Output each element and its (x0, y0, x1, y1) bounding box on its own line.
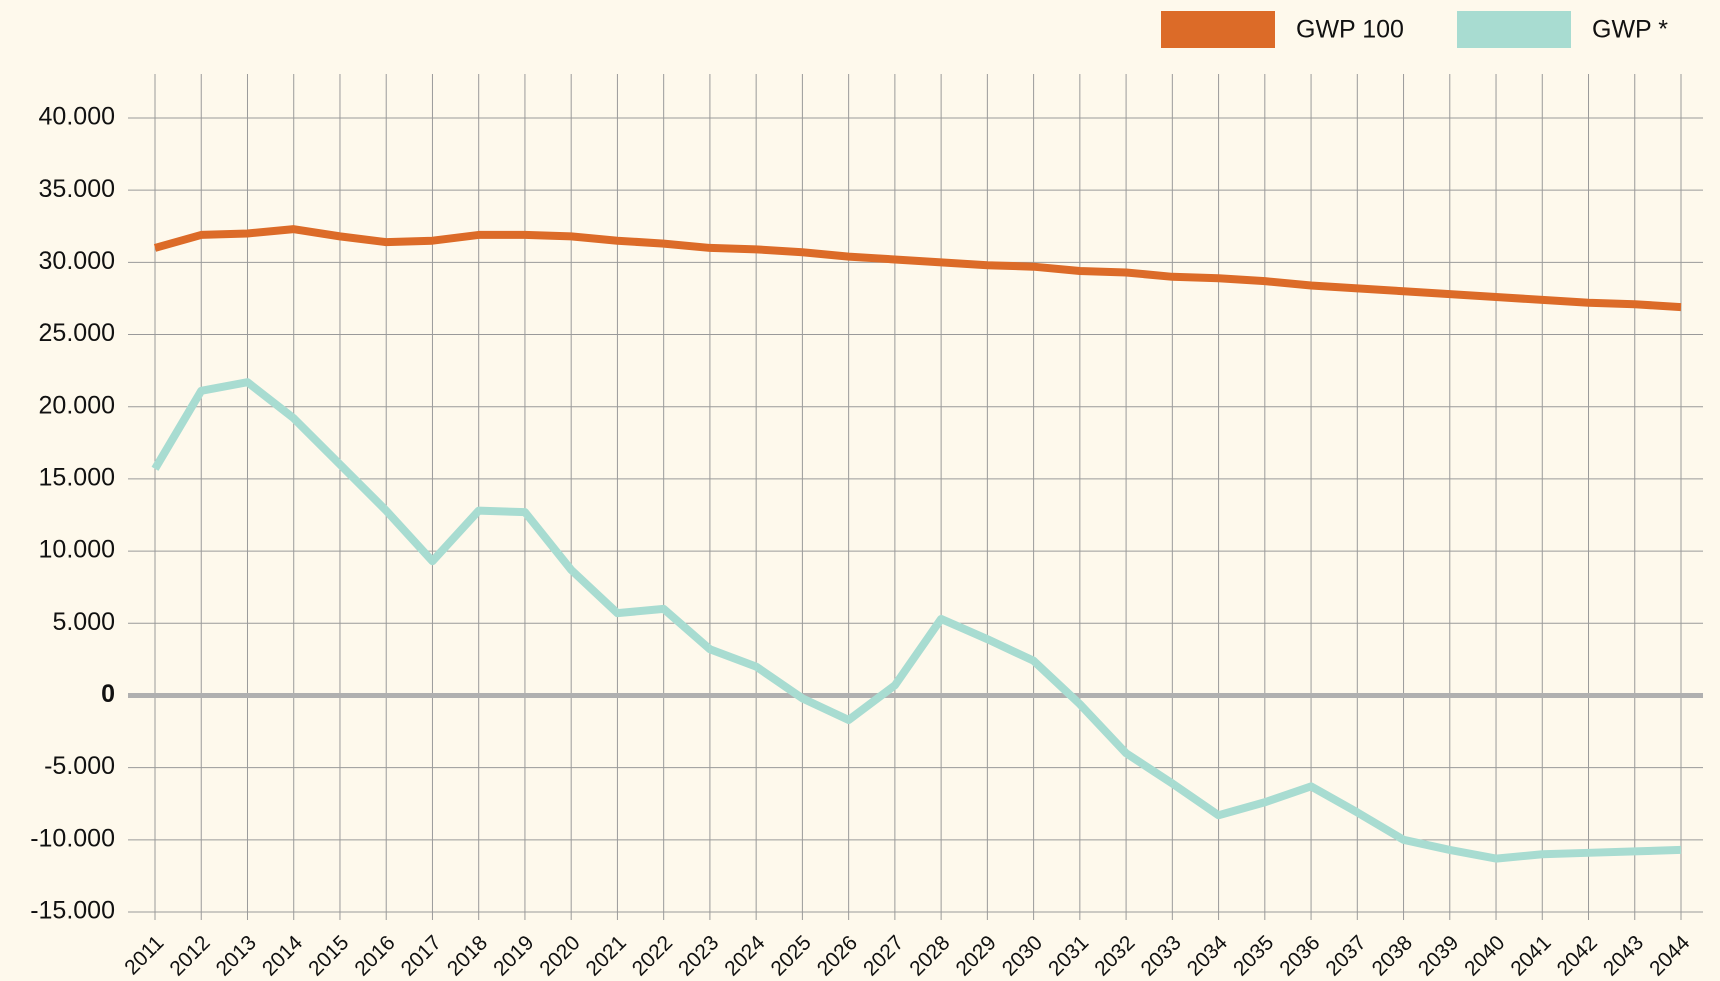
x-tick-label: 2036 (1275, 931, 1324, 980)
y-tick-label: 0 (101, 680, 115, 708)
x-tick-label: 2018 (443, 931, 492, 980)
x-tick-label: 2040 (1460, 931, 1509, 980)
y-tick-label: 10.000 (39, 536, 115, 564)
y-tick-label: 20.000 (39, 391, 115, 419)
y-tick-label: 25.000 (39, 319, 115, 347)
x-tick-label: 2035 (1229, 931, 1278, 980)
y-tick-label: 5.000 (52, 608, 115, 636)
x-tick-label: 2030 (998, 931, 1047, 980)
x-tick-label: 2037 (1321, 931, 1370, 980)
y-tick-label: -15.000 (30, 897, 115, 925)
x-tick-label: 2023 (674, 931, 723, 980)
x-tick-label: 2041 (1506, 931, 1555, 980)
x-tick-label: 2043 (1599, 931, 1648, 980)
y-tick-label: -10.000 (30, 824, 115, 852)
x-tick-label: 2042 (1553, 931, 1602, 980)
y-tick-label: 35.000 (39, 175, 115, 203)
x-tick-label: 2021 (582, 931, 631, 980)
x-tick-label: 2032 (1090, 931, 1139, 980)
x-tick-label: 2034 (1183, 931, 1233, 981)
x-tick-label: 2012 (165, 931, 214, 980)
x-tick-label: 2029 (952, 931, 1001, 980)
x-tick-label: 2011 (120, 931, 168, 979)
x-tick-label: 2033 (1136, 931, 1185, 980)
x-tick-label: 2016 (350, 931, 399, 980)
x-tick-label: 2019 (489, 931, 538, 980)
x-tick-label: 2039 (1414, 931, 1463, 980)
x-tick-label: 2031 (1044, 931, 1093, 980)
x-tick-label: 2044 (1645, 931, 1695, 981)
legend-swatch (1457, 11, 1571, 48)
y-tick-label: 15.000 (39, 464, 115, 492)
x-tick-label: 2020 (535, 931, 584, 980)
series-line (153, 225, 1682, 312)
x-tick-label: 2017 (397, 931, 446, 980)
x-tick-label: 2038 (1368, 931, 1417, 980)
legend-label: GWP 100 (1296, 16, 1404, 44)
y-tick-label: 30.000 (39, 247, 115, 275)
series-line (151, 378, 1682, 863)
x-tick-label: 2015 (304, 931, 353, 980)
legend-swatch (1161, 11, 1275, 48)
x-tick-label: 2028 (905, 931, 954, 980)
x-tick-label: 2013 (212, 931, 261, 980)
x-tick-label: 2024 (720, 931, 770, 981)
x-tick-label: 2014 (258, 931, 308, 981)
x-tick-label: 2025 (767, 931, 816, 980)
y-tick-label: 40.000 (39, 103, 115, 131)
x-tick-label: 2022 (628, 931, 677, 980)
y-tick-label: -5.000 (44, 752, 115, 780)
x-tick-label: 2027 (859, 931, 908, 980)
x-tick-label: 2026 (813, 931, 862, 980)
legend-label: GWP * (1592, 16, 1668, 44)
